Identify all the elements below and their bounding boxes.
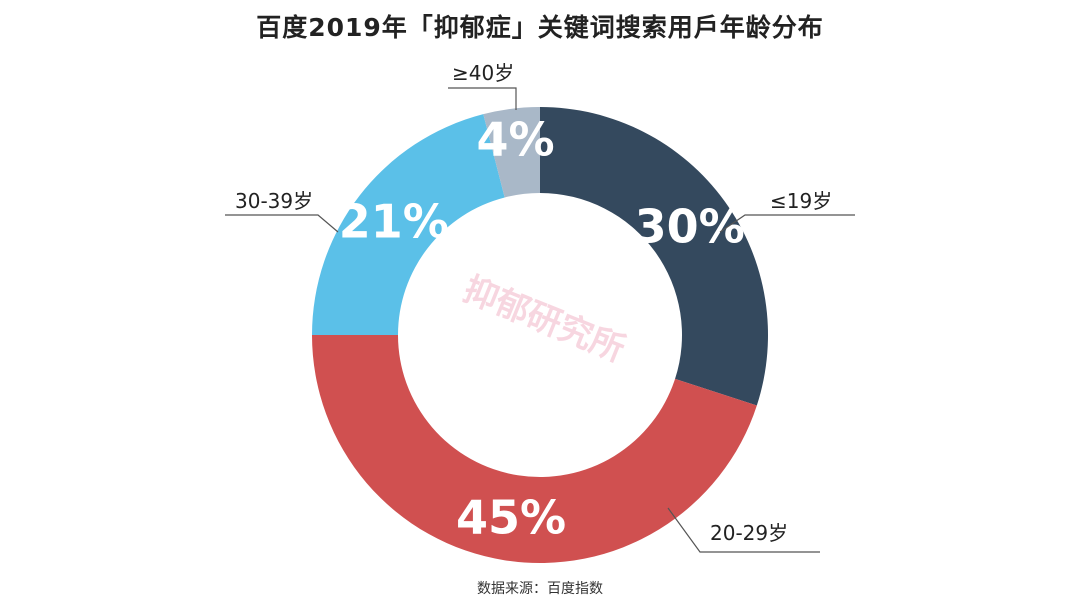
category-label: ≥40岁 <box>452 61 514 85</box>
leader-line <box>667 507 820 553</box>
slice-value-label: 45% <box>456 491 566 545</box>
category-label: 20-29岁 <box>710 521 788 545</box>
watermark-text: 抑郁研究所 <box>458 269 631 370</box>
donut-slice <box>312 114 505 335</box>
leader-line <box>225 214 339 233</box>
slice-value-label: 21% <box>339 195 449 249</box>
leader-line <box>719 214 855 233</box>
donut-slice <box>483 107 540 198</box>
slice-value-label: 4% <box>477 113 555 167</box>
leader-line <box>448 87 517 110</box>
source-note: 数据来源：百度指数 <box>477 581 603 597</box>
chart-title: 百度2019年「抑郁症」关键词搜索用戶年龄分布 <box>256 13 824 42</box>
donut-slice <box>540 107 768 406</box>
category-label: ≤19岁 <box>770 189 832 213</box>
slice-value-label: 30% <box>635 199 745 253</box>
donut-slice <box>312 335 757 563</box>
category-label: 30-39岁 <box>235 189 313 213</box>
